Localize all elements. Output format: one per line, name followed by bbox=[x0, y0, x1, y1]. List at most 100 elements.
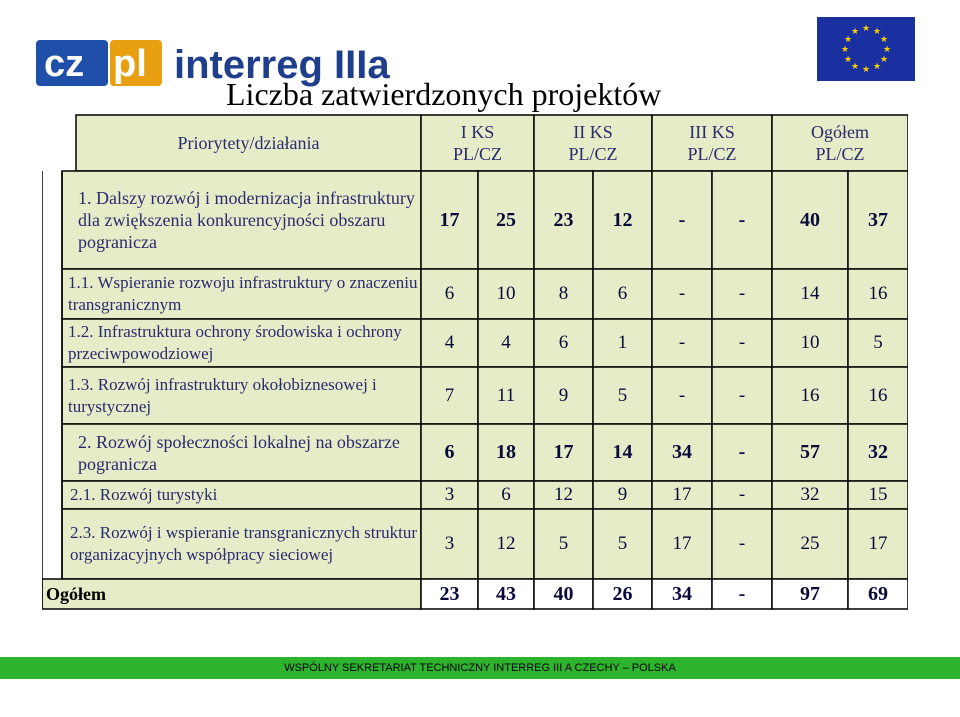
table-cell: 3 bbox=[444, 533, 455, 554]
table-cell: 32 bbox=[800, 484, 820, 505]
table-cell: 9 bbox=[558, 384, 569, 406]
table-cell: 5 bbox=[558, 533, 569, 554]
table-cell: - bbox=[738, 384, 746, 406]
table-cell: 16 bbox=[868, 283, 888, 304]
header-priorities-label: Priorytety/działania bbox=[177, 133, 320, 153]
table-cell: - bbox=[678, 332, 686, 353]
footer-text: WSPÓLNY SEKRETARIAT TECHNICZNY INTERREG … bbox=[284, 662, 676, 674]
table-cell: 40 bbox=[800, 208, 820, 231]
row-label-total: Ogółem bbox=[46, 584, 106, 604]
header-ks2-line1: II KS bbox=[573, 122, 613, 142]
svg-text:★: ★ bbox=[844, 35, 852, 45]
table-cell: 4 bbox=[501, 332, 511, 353]
table-cell: - bbox=[678, 208, 686, 231]
header-ks1: I KS PL/CZ bbox=[421, 115, 534, 171]
table-cell: 16 bbox=[800, 384, 820, 406]
footer-band bbox=[0, 657, 960, 679]
table-cell: 10 bbox=[800, 332, 820, 353]
table-cell: - bbox=[678, 384, 686, 406]
table-cell: 18 bbox=[496, 441, 516, 463]
table-cell: 23 bbox=[439, 582, 460, 605]
svg-text:★: ★ bbox=[862, 65, 870, 75]
table-cell: - bbox=[738, 441, 746, 463]
svg-text:★: ★ bbox=[841, 45, 849, 55]
table-cell: 3 bbox=[444, 484, 455, 505]
table-cell: 57 bbox=[800, 441, 820, 463]
table-cell: - bbox=[738, 582, 746, 605]
header-ks2-line2: PL/CZ bbox=[568, 144, 618, 164]
table-cell: 12 bbox=[496, 533, 516, 554]
table-cell: 26 bbox=[612, 582, 633, 605]
table-cell: 23 bbox=[553, 208, 574, 231]
table-cell: 6 bbox=[558, 332, 569, 353]
header-ks2: II KS PL/CZ bbox=[534, 115, 652, 171]
table-cell: 4 bbox=[444, 332, 455, 353]
table-cell: 17 bbox=[868, 533, 888, 554]
header-ks1-line1: I KS bbox=[460, 122, 495, 142]
row-label-1-1: 1.1. Wspieranie rozwoju infrastruktury o… bbox=[68, 273, 418, 314]
svg-text:★: ★ bbox=[862, 24, 870, 34]
projects-table: Priorytety/działania I KS PL/CZ II KS PL… bbox=[42, 113, 908, 613]
row-label-2: 2. Rozwój społeczności lokalnej na obsza… bbox=[78, 431, 400, 474]
table-cell: 10 bbox=[496, 283, 516, 304]
table-cell: 34 bbox=[672, 582, 692, 605]
logo-cz-text: cz bbox=[44, 43, 84, 85]
svg-text:★: ★ bbox=[844, 55, 852, 65]
table-cell: 12 bbox=[612, 208, 633, 231]
header-ks3-line2: PL/CZ bbox=[687, 144, 737, 164]
row-label-1-2: 1.2. Infrastruktura ochrony środowiska i… bbox=[68, 322, 402, 363]
header-ks3: III KS PL/CZ bbox=[652, 115, 772, 171]
svg-text:★: ★ bbox=[873, 27, 881, 37]
table-cell: 37 bbox=[868, 208, 888, 231]
row-label-2-3: 2.3. Rozwój i wspieranie transgranicznyc… bbox=[70, 523, 417, 564]
table-cell: 17 bbox=[553, 441, 574, 463]
table-cell: 5 bbox=[617, 533, 628, 554]
header-total: Ogółem PL/CZ bbox=[772, 115, 908, 171]
table-cell: 14 bbox=[800, 283, 820, 304]
table-cell: 14 bbox=[612, 441, 633, 463]
logo-interreg-text: interreg IIIa bbox=[174, 43, 390, 87]
table-cell: 40 bbox=[553, 582, 574, 605]
table-cell: 25 bbox=[800, 533, 820, 554]
table-cell: 15 bbox=[868, 484, 888, 505]
table-cell: - bbox=[738, 283, 746, 304]
table-cell: 11 bbox=[496, 384, 516, 406]
table-cell: 9 bbox=[617, 484, 628, 505]
table-cell: 17 bbox=[672, 533, 692, 554]
svg-text:★: ★ bbox=[873, 62, 881, 72]
svg-text:★: ★ bbox=[880, 55, 888, 65]
svg-text:★: ★ bbox=[851, 62, 859, 72]
table-cell: 17 bbox=[439, 208, 460, 231]
row-label-1: 1. Dalszy rozwój i modernizacja infrastr… bbox=[78, 188, 415, 252]
table-cell: - bbox=[738, 484, 746, 505]
svg-text:★: ★ bbox=[851, 27, 859, 37]
svg-text:★: ★ bbox=[883, 45, 891, 55]
table-cell: 43 bbox=[496, 582, 516, 605]
table-cell: 5 bbox=[617, 384, 628, 406]
page-title: Liczba zatwierdzonych projektów bbox=[226, 76, 662, 112]
row-label-2-1: 2.1. Rozwój turystyki bbox=[70, 485, 218, 504]
table-cell: 69 bbox=[868, 582, 888, 605]
table-cell: - bbox=[678, 283, 686, 304]
table-cell: 16 bbox=[868, 384, 888, 406]
table-cell: 6 bbox=[444, 283, 455, 304]
table-cell: 8 bbox=[558, 283, 569, 304]
table-cell: 7 bbox=[444, 384, 455, 406]
table-cell: 32 bbox=[868, 441, 888, 463]
table-grid bbox=[42, 114, 908, 610]
header-ks3-line1: III KS bbox=[689, 122, 735, 142]
interreg-logo: cz pl interreg IIIa bbox=[14, 28, 426, 106]
table-cell: 25 bbox=[496, 208, 516, 231]
row-label-1-3: 1.3. Rozwój infrastruktury okołobiznesow… bbox=[68, 374, 377, 416]
header-total-line1: Ogółem bbox=[811, 122, 869, 142]
header-total-line2: PL/CZ bbox=[815, 144, 865, 164]
header-ks1-line2: PL/CZ bbox=[452, 144, 502, 164]
table-cell: - bbox=[738, 208, 746, 231]
table-cell: 97 bbox=[800, 582, 820, 605]
logo-pl-text: pl bbox=[113, 43, 147, 85]
table-cell: 34 bbox=[672, 441, 692, 463]
table-cell: 17 bbox=[672, 484, 692, 505]
table-cell: 1 bbox=[617, 332, 628, 353]
table-cell: 6 bbox=[617, 283, 628, 304]
table-cell: - bbox=[738, 533, 746, 554]
